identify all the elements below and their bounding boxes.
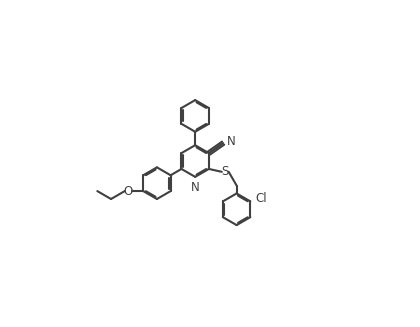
Text: O: O — [123, 185, 133, 198]
Text: S: S — [221, 165, 229, 178]
Text: N: N — [227, 135, 236, 148]
Text: N: N — [191, 181, 200, 194]
Text: Cl: Cl — [255, 192, 267, 205]
